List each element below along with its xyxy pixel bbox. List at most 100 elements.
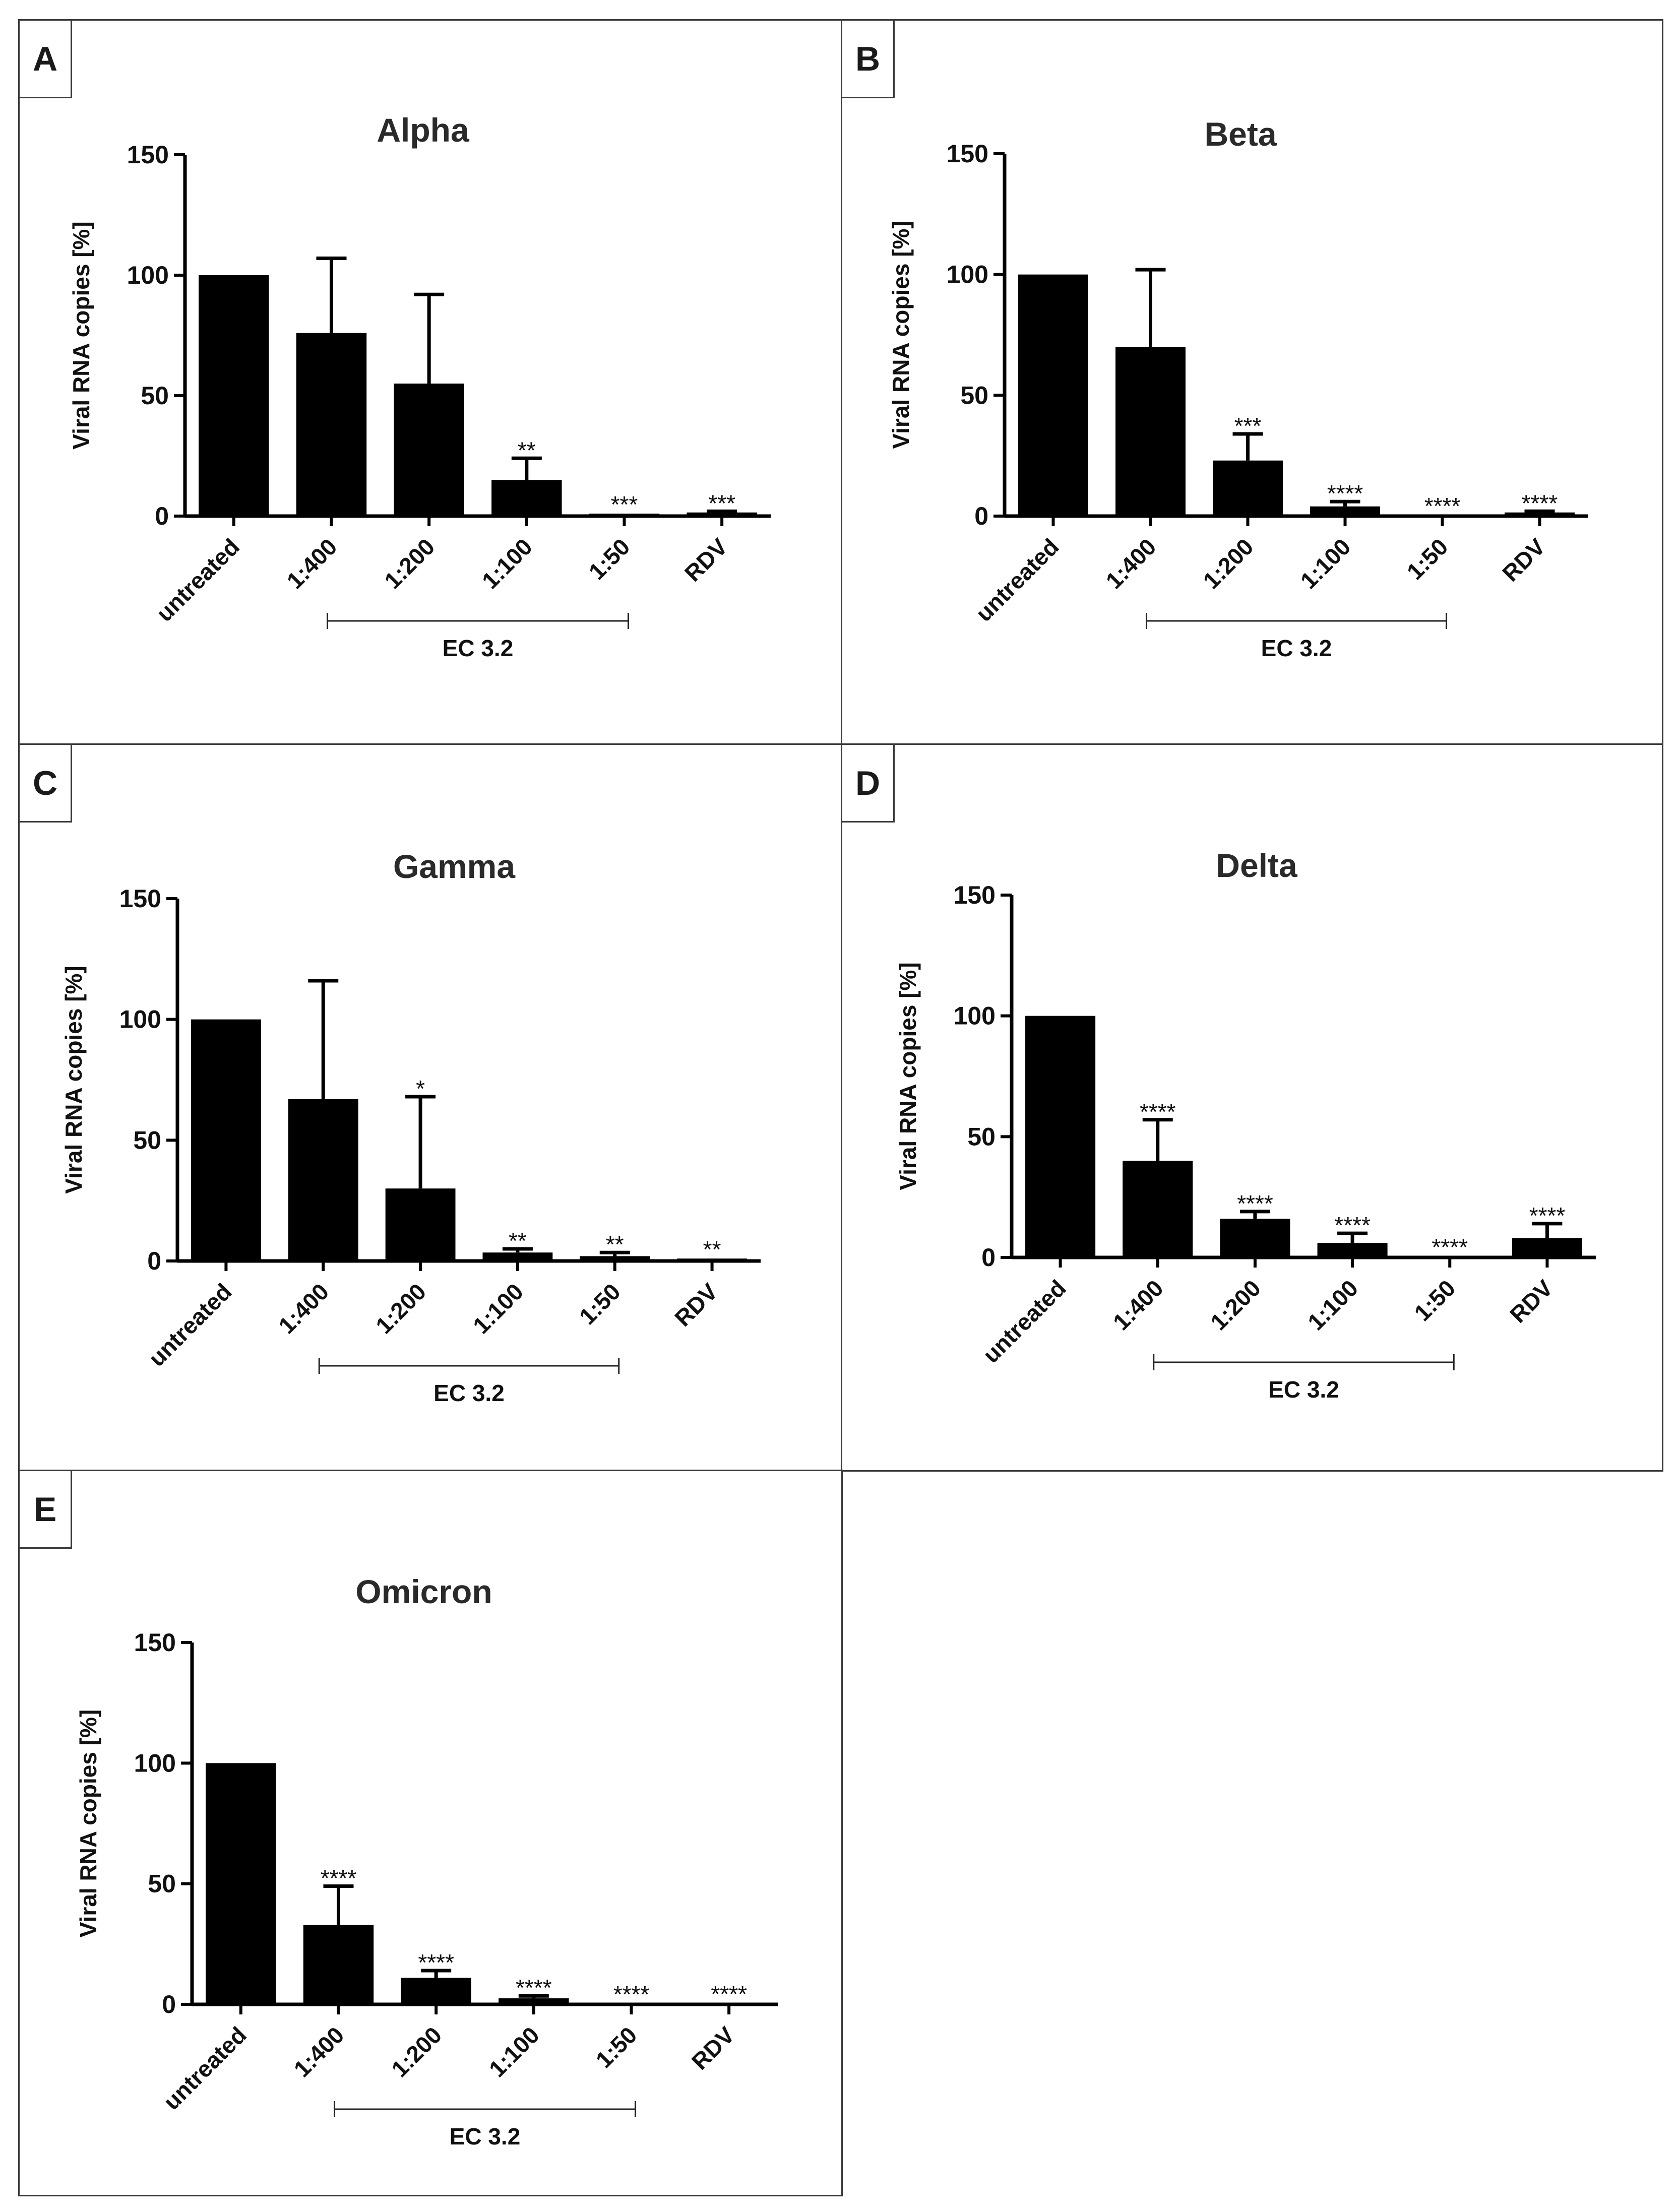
x-tick-label: RDV: [679, 533, 733, 587]
y-tick-label: 0: [974, 502, 988, 530]
panel-label: C: [20, 745, 72, 823]
x-tick-label: 1:200: [370, 1278, 431, 1339]
chart-title: Gamma: [393, 848, 516, 885]
chart-alpha: Alpha Viral RNA copies [%] 0 50 100 150 untrea…: [68, 111, 771, 661]
x-tick-label: 1:100: [477, 533, 537, 594]
x-tick-label: 1:50: [591, 2021, 642, 2073]
significance-label: **: [703, 1236, 721, 1262]
significance-label: ****: [1522, 490, 1558, 516]
bar-rdv: [1512, 1238, 1582, 1257]
panel-label: A: [20, 21, 72, 98]
x-tick-label: RDV: [1505, 1275, 1558, 1328]
x-tick-label: 1:200: [1205, 1275, 1266, 1335]
bar-1-100: [1317, 1243, 1388, 1257]
bar-1-400: [288, 1099, 358, 1261]
y-tick-label: 0: [981, 1243, 996, 1272]
significance-label: ***: [1234, 413, 1262, 439]
bar-untreated: [206, 1763, 276, 2004]
y-axis-label: Viral RNA copies [%]: [895, 962, 921, 1190]
bar-1-200: [385, 1188, 456, 1261]
bar-1-400: [303, 1925, 374, 2004]
significance-label: ***: [708, 490, 735, 516]
y-axis-label: Viral RNA copies [%]: [75, 1710, 101, 1937]
bar-1-400: [1115, 347, 1186, 516]
chart-title: Delta: [1216, 847, 1298, 884]
bar-untreated: [199, 275, 269, 516]
significance-label: ****: [321, 1865, 357, 1891]
x-tick-label: untreated: [978, 1275, 1071, 1368]
ec-bracket-label: EC 3.2: [1268, 1376, 1339, 1403]
x-tick-label: 1:100: [484, 2021, 544, 2082]
y-tick-label: 150: [119, 884, 161, 913]
x-tick-label: 1:200: [379, 533, 440, 594]
x-tick-label: RDV: [687, 2021, 740, 2075]
panel-d: D Delta Viral RNA copies [%] 0 50 100 150 untr…: [841, 743, 1663, 1472]
bar-rdv: [694, 2003, 764, 2004]
chart-title: Alpha: [377, 111, 470, 149]
x-tick-label: 1:400: [289, 2021, 349, 2082]
significance-label: **: [518, 437, 536, 463]
bar-untreated: [1025, 1016, 1096, 1257]
bar-1-50: [589, 514, 660, 516]
x-tick-label: untreated: [144, 1278, 237, 1371]
y-tick-label: 50: [141, 382, 169, 410]
x-tick-label: 1:200: [386, 2021, 447, 2082]
panel-e: E Omicron Viral RNA copies [%] 0 50 100 150 un…: [18, 1470, 843, 2196]
bar-1-200: [394, 384, 464, 516]
significance-label: **: [509, 1228, 527, 1254]
chart-delta: Delta Viral RNA copies [%] 0 50 100 150 untrea…: [895, 847, 1596, 1403]
panel-label: E: [20, 1471, 72, 1549]
bar-1-200: [1220, 1219, 1290, 1257]
significance-label: ****: [1424, 493, 1461, 519]
bar-1-400: [1123, 1161, 1193, 1257]
y-axis-label: Viral RNA copies [%]: [68, 221, 94, 449]
significance-label: ***: [611, 491, 638, 518]
panel-label: D: [842, 745, 895, 823]
panel-b: B Beta Viral RNA copies [%] 0 50 100 150 untre…: [841, 19, 1663, 745]
y-tick-label: 50: [967, 1122, 996, 1151]
ec-bracket-label: EC 3.2: [450, 2123, 521, 2150]
chart-title: Beta: [1204, 115, 1277, 153]
y-tick-label: 100: [119, 1005, 161, 1034]
significance-label: *: [416, 1076, 425, 1102]
chart-gamma: Gamma Viral RNA copies [%] 0 50 100 150 untrea…: [60, 848, 761, 1406]
y-tick-label: 150: [947, 140, 988, 168]
bar-1-100: [482, 1252, 553, 1261]
x-tick-label: RDV: [669, 1278, 723, 1332]
bar-untreated: [1018, 274, 1088, 516]
y-tick-label: 0: [147, 1247, 161, 1275]
bar-1-100: [1310, 506, 1380, 516]
y-axis-label: Viral RNA copies [%]: [888, 221, 914, 449]
x-tick-label: 1:400: [1108, 1275, 1168, 1335]
chart-beta: Beta Viral RNA copies [%] 0 50 100 150 untreat…: [888, 115, 1588, 661]
y-tick-label: 150: [954, 881, 996, 909]
significance-label: ****: [711, 1981, 747, 2007]
bar-rdv: [687, 512, 757, 516]
y-tick-label: 100: [134, 1749, 176, 1777]
significance-label: ****: [1432, 1234, 1468, 1260]
ec-bracket-label: EC 3.2: [443, 635, 514, 661]
y-tick-label: 50: [148, 1870, 176, 1898]
x-tick-label: untreated: [158, 2021, 252, 2115]
significance-label: ****: [1334, 1212, 1371, 1238]
significance-label: ****: [1327, 480, 1363, 507]
bar-1-100: [499, 1998, 569, 2004]
bar-1-50: [580, 1256, 650, 1261]
y-tick-label: 0: [155, 502, 169, 530]
x-tick-label: untreated: [151, 533, 244, 626]
bar-1-50: [1414, 1256, 1485, 1257]
x-tick-label: 1:200: [1198, 533, 1259, 594]
bar-1-200: [1213, 460, 1283, 516]
bar-1-50: [1407, 515, 1477, 516]
x-tick-label: 1:400: [282, 533, 342, 594]
y-tick-label: 100: [127, 261, 169, 289]
bar-rdv: [677, 1258, 748, 1261]
x-tick-label: 1:50: [574, 1278, 626, 1330]
x-tick-label: 1:400: [1101, 533, 1161, 594]
x-tick-label: 1:100: [1302, 1275, 1363, 1335]
y-tick-label: 100: [954, 1002, 996, 1030]
y-tick-label: 50: [133, 1126, 161, 1154]
y-tick-label: 50: [960, 381, 988, 409]
y-tick-label: 100: [947, 261, 988, 289]
ec-bracket-label: EC 3.2: [433, 1380, 505, 1406]
